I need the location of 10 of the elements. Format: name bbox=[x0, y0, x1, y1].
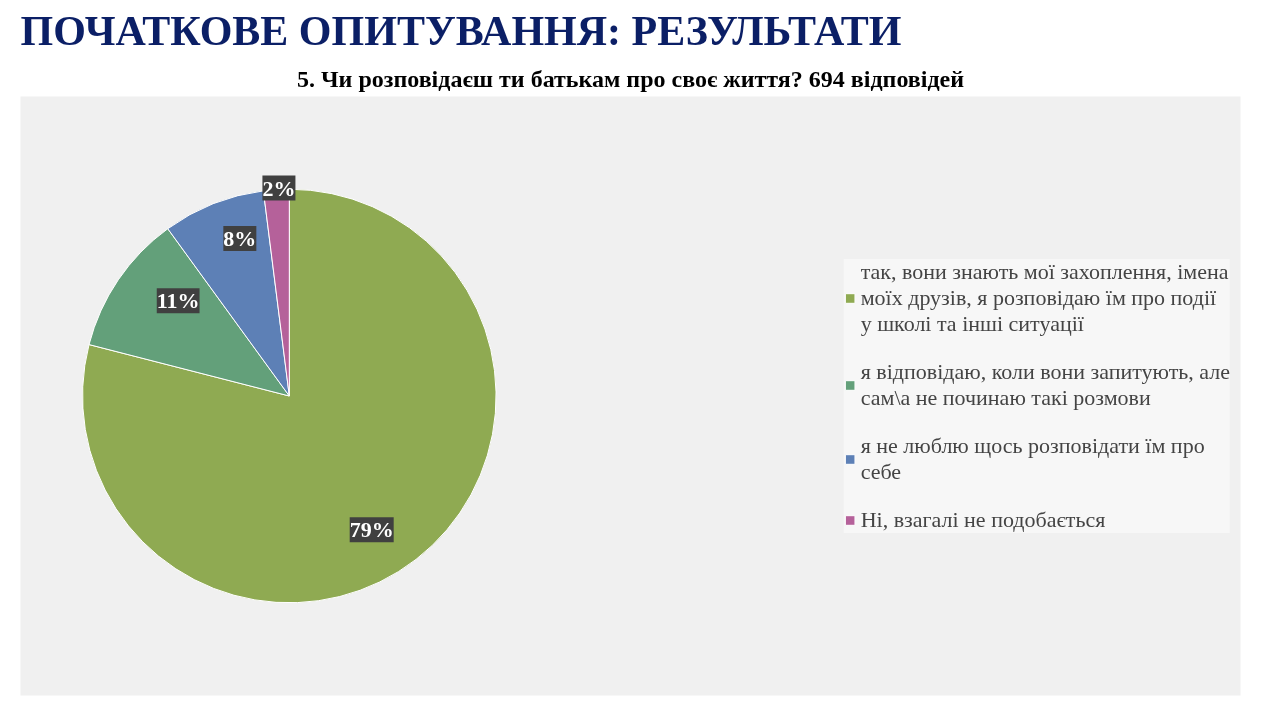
chart-subtitle: 5. Чи розповідаєш ти батькам про своє життя? 694 відповідей bbox=[296, 65, 965, 92]
data-label: 11% bbox=[156, 288, 200, 314]
data-label: 2% bbox=[262, 175, 296, 201]
legend-label: так, вони знають мої захоплення, імена моїх друзів, я розповідаю їм про події у школі та інші ситуації bbox=[860, 258, 1229, 337]
chart-title: ПОЧАТКОВЕ ОПИТУВАННЯ: РЕЗУЛЬТАТИ bbox=[20, 7, 902, 54]
legend-label: я відповідаю, коли вони запитують, але сам\а не починаю такі розмови bbox=[860, 358, 1230, 411]
legend-label: Ні, взагалі не подобається bbox=[860, 506, 1106, 533]
legend-label: я не люблю щось розповідати їм про себе bbox=[860, 432, 1205, 485]
data-label: 8% bbox=[223, 226, 257, 252]
data-label: 79% bbox=[349, 517, 394, 543]
